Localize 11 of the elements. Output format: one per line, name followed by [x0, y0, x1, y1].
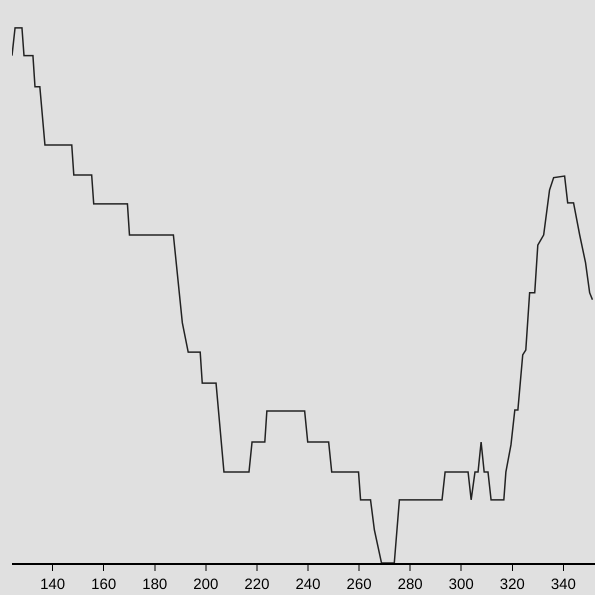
x-tick-label: 260 [346, 576, 372, 593]
x-tick-label: 240 [295, 576, 320, 593]
x-tick-label: 280 [398, 576, 423, 593]
x-tick-label: 160 [91, 576, 116, 593]
x-tick-label: 320 [500, 576, 525, 593]
x-tick-label: 340 [550, 576, 576, 593]
x-tick-label: 300 [448, 576, 474, 593]
x-tick-label: 220 [244, 576, 270, 593]
x-tick-label: 200 [193, 576, 218, 593]
x-tick-label: 180 [142, 576, 168, 593]
x-tick-label: 140 [40, 576, 66, 593]
